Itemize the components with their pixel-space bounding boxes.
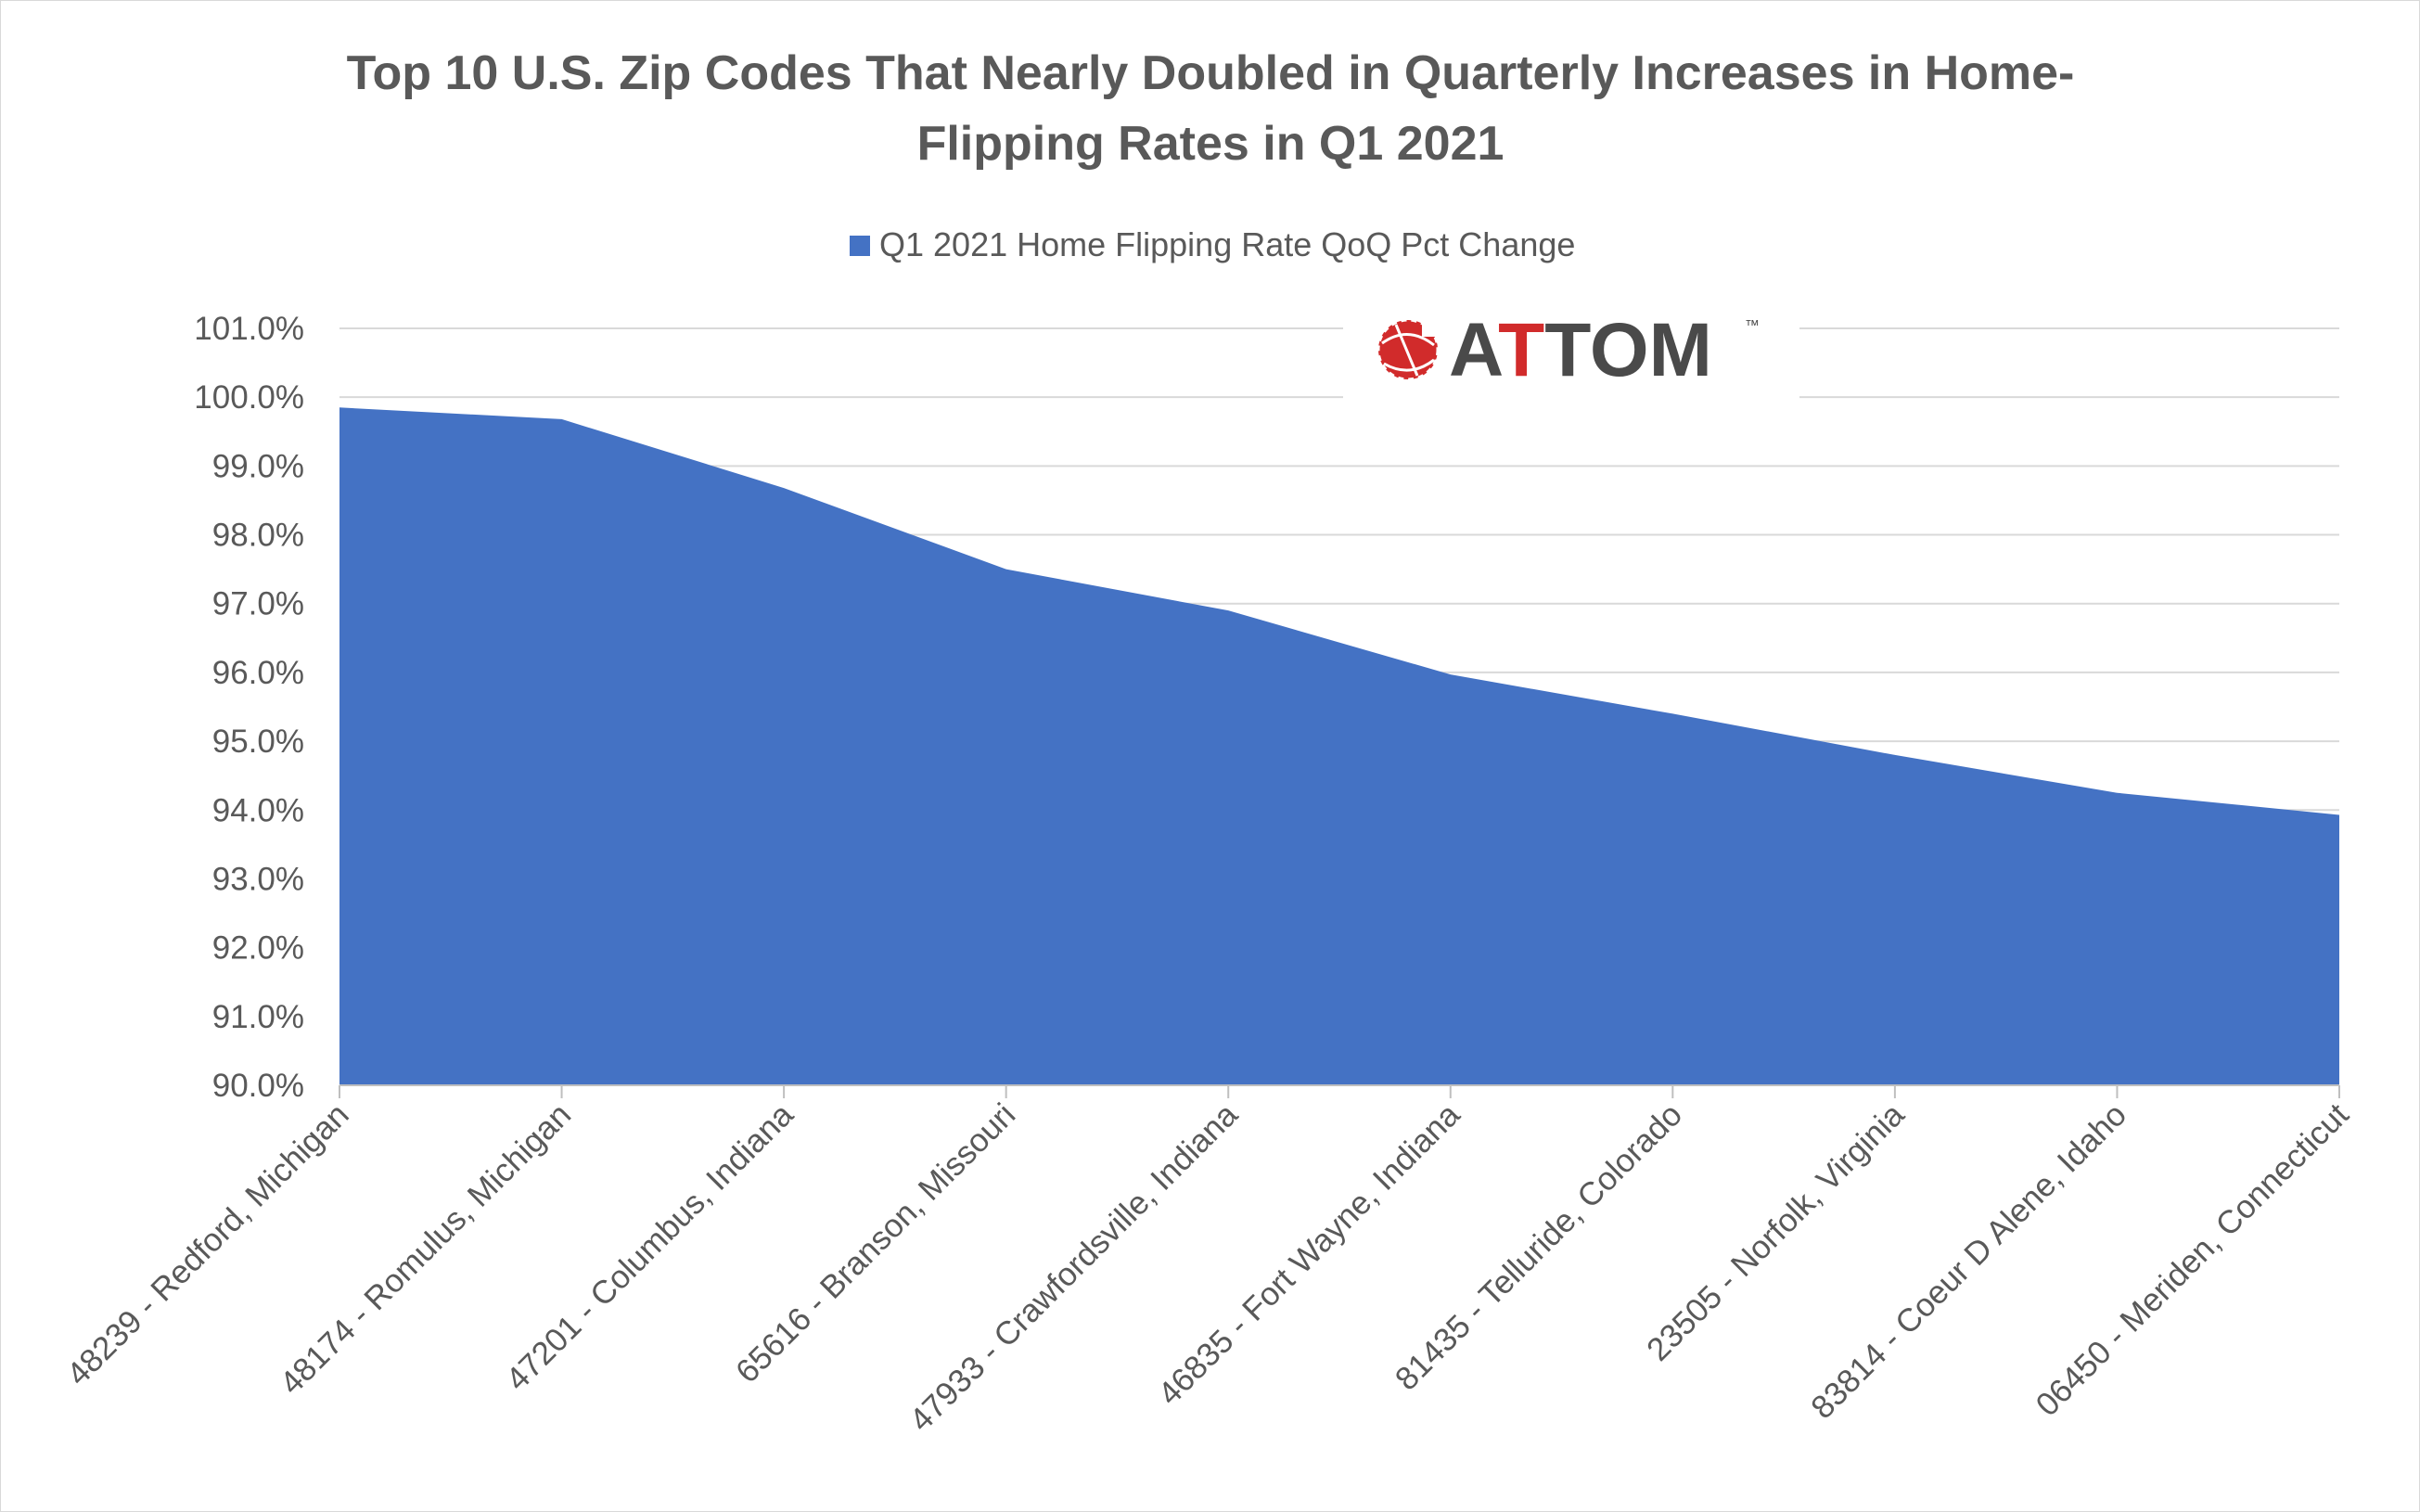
y-tick-label: 93.0%	[212, 861, 304, 897]
y-tick-label: 98.0%	[212, 518, 304, 554]
area-series-fill	[339, 407, 2339, 1085]
y-tick-label: 92.0%	[212, 930, 304, 967]
axes	[339, 1084, 2340, 1098]
legend-label: Q1 2021 Home Flipping Rate QoQ Pct Chang…	[879, 225, 1575, 263]
logo-text-tom: TOM	[1544, 308, 1712, 392]
chart-title-line-2: Flipping Rates in Q1 2021	[917, 117, 1504, 171]
attom-globe-icon	[1376, 318, 1442, 381]
y-tick-label: 99.0%	[212, 448, 304, 484]
logo-text-a: A	[1449, 308, 1503, 392]
logo-trademark: ™	[1745, 318, 1760, 334]
series-area	[339, 407, 2340, 1085]
x-tick-label: 23505 - Norfolk, Virginia	[1640, 1096, 1912, 1368]
y-tick-label: 96.0%	[212, 655, 304, 691]
legend-swatch	[850, 236, 870, 256]
chart-title: Top 10 U.S. Zip Codes That Nearly Double…	[347, 46, 2075, 171]
y-tick-label: 90.0%	[212, 1068, 304, 1104]
chart-title-line-1: Top 10 U.S. Zip Codes That Nearly Double…	[347, 46, 2075, 100]
y-tick-label: 100.0%	[194, 379, 304, 416]
logo-wordmark: ATTOM	[1449, 308, 1712, 392]
chart-legend: Q1 2021 Home Flipping Rate QoQ Pct Chang…	[850, 225, 1575, 263]
y-tick-label: 95.0%	[212, 724, 304, 760]
y-tick-label: 97.0%	[212, 586, 304, 622]
attom-logo: ATTOM ™	[1343, 297, 1799, 406]
logo-text-t-accent: T	[1498, 308, 1544, 392]
y-tick-label: 101.0%	[194, 311, 304, 347]
y-axis-tick-labels: 90.0% 91.0% 92.0% 93.0% 94.0% 95.0% 96.0% 97.0%…	[194, 311, 304, 1104]
y-tick-label: 91.0%	[212, 999, 304, 1035]
y-tick-label: 94.0%	[212, 792, 304, 828]
